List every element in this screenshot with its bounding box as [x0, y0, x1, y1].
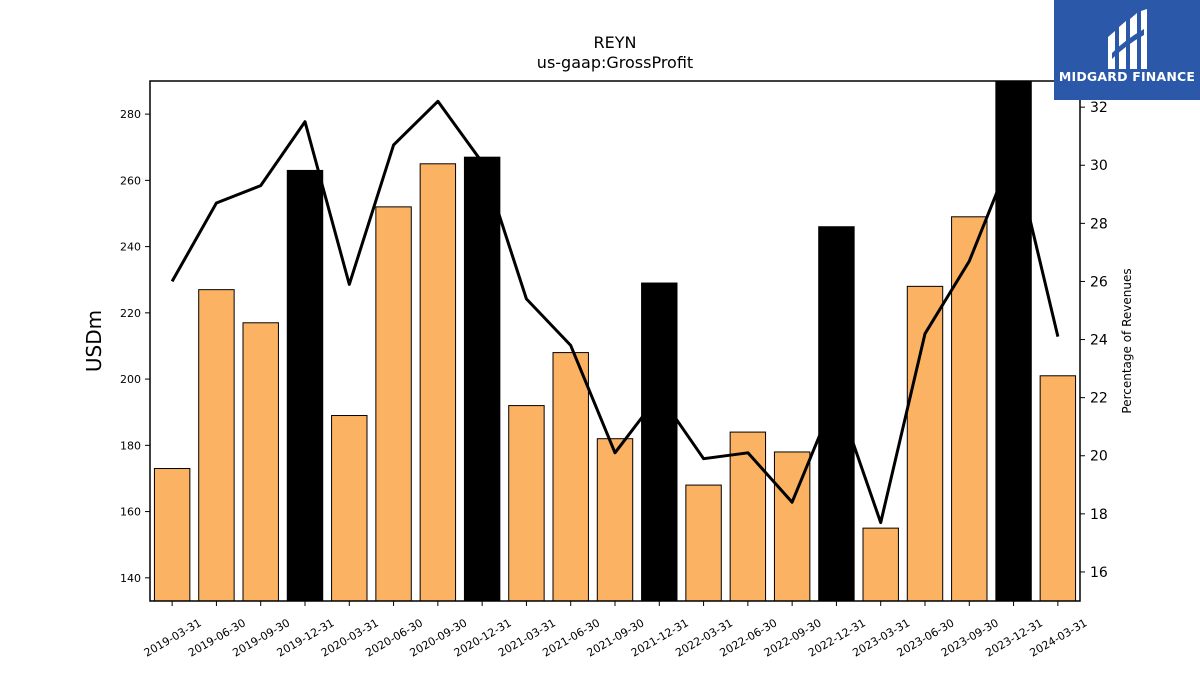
bar — [1039, 375, 1077, 602]
bar — [729, 431, 767, 602]
bar — [862, 527, 899, 602]
y2-tick-label: 30 — [1090, 158, 1108, 174]
plot-area: 140 160 180 200 220 240 260 280 16 18 20 22 24 26 28 30… — [120, 80, 1108, 660]
bar — [951, 216, 988, 602]
y2-tick-label: 24 — [1090, 333, 1108, 349]
y-tick-label: 240 — [120, 241, 141, 254]
y2-tick-label: 20 — [1090, 449, 1108, 465]
y-tick-label: 140 — [120, 572, 141, 585]
bar — [685, 484, 722, 602]
y2-axis-label: Percentage of Revenues — [1120, 268, 1134, 413]
brand-logo: MIDGARD FINANCE — [1054, 0, 1200, 100]
bar — [286, 169, 324, 602]
y-tick-label: 220 — [120, 307, 141, 320]
chart-title: REYN — [594, 33, 637, 52]
y2-tick-label: 16 — [1090, 565, 1108, 581]
bar — [419, 163, 457, 602]
y-axis-label: USDm — [82, 310, 106, 372]
bar — [375, 206, 412, 602]
bar — [596, 438, 634, 602]
y-tick-label: 200 — [120, 373, 141, 386]
bar — [463, 156, 501, 602]
bar — [995, 80, 1032, 602]
bar — [552, 352, 589, 602]
y2-tick-label: 22 — [1090, 391, 1108, 407]
y2-tick-label: 28 — [1090, 216, 1108, 232]
chart-subtitle: us-gaap:GrossProfit — [537, 53, 693, 72]
bar — [198, 289, 235, 602]
logo-text: MIDGARD FINANCE — [1058, 69, 1196, 84]
bar — [153, 468, 191, 602]
bar — [331, 415, 368, 602]
y-tick-label: 260 — [120, 174, 141, 187]
bar — [242, 322, 279, 602]
bar — [641, 282, 678, 602]
series-line — [170, 99, 1060, 525]
y-tick-label: 160 — [120, 506, 141, 519]
logo-mark-icon — [1108, 9, 1147, 69]
bar — [508, 405, 545, 602]
y-tick-label: 280 — [120, 108, 141, 121]
y2-tick-label: 26 — [1090, 274, 1108, 290]
y2-tick-label: 32 — [1090, 100, 1108, 116]
bar — [818, 226, 855, 602]
y-tick-label: 180 — [120, 439, 141, 452]
y2-tick-label: 18 — [1090, 507, 1108, 523]
